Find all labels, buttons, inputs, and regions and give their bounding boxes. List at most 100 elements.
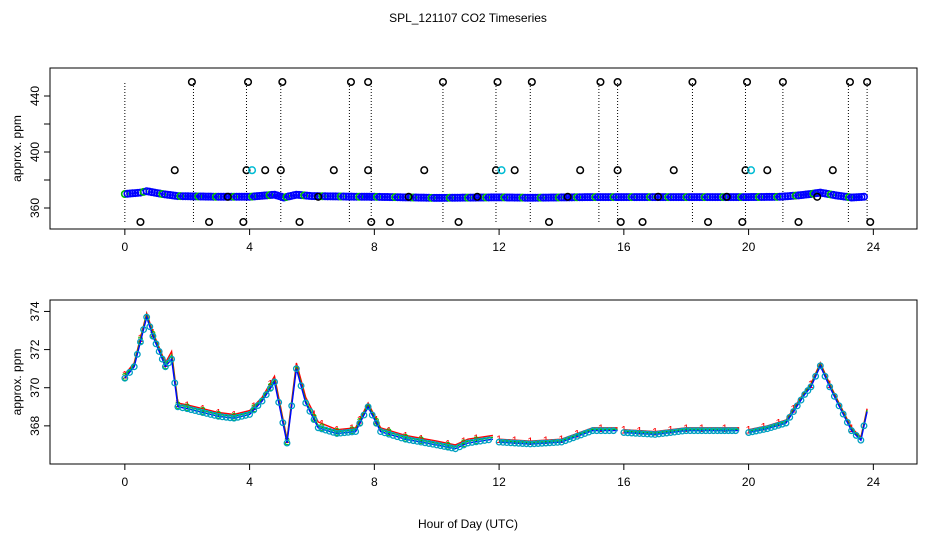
series-marker-3 <box>254 402 262 409</box>
baseline-point <box>372 192 381 201</box>
cyan-point <box>746 166 756 175</box>
series-marker-3 <box>179 404 186 412</box>
baseline-point <box>591 193 600 202</box>
series-marker-3 <box>377 428 385 436</box>
series-marker-3 <box>860 422 868 430</box>
outlier-point <box>136 217 145 227</box>
series-marker-3 <box>171 379 179 387</box>
series-marker-3 <box>674 428 682 436</box>
baseline-point <box>672 193 681 202</box>
outlier-point <box>813 192 822 201</box>
series-marker-3 <box>561 437 569 445</box>
y-tick-label: 400 <box>28 142 42 162</box>
series-marker-3 <box>752 427 760 435</box>
x-tick-label: 8 <box>371 240 378 254</box>
baseline-point <box>456 193 465 202</box>
baseline-point <box>211 192 220 201</box>
baseline-point <box>669 193 678 202</box>
series-marker-3 <box>266 384 274 392</box>
baseline-point <box>575 193 584 202</box>
series-marker-3 <box>620 429 628 436</box>
series-marker-3 <box>146 323 154 331</box>
series-marker-3 <box>499 438 507 446</box>
baseline-point <box>732 193 741 202</box>
baseline-point <box>586 193 595 202</box>
baseline-point <box>547 193 556 202</box>
baseline-point <box>331 192 340 201</box>
series-marker-1: 1 <box>267 378 273 390</box>
outlier-point <box>688 77 697 87</box>
series-line-3 <box>124 314 494 450</box>
y-tick-label: 360 <box>28 198 42 218</box>
series-marker-3 <box>250 406 258 414</box>
baseline-point <box>773 192 782 201</box>
outlier-point <box>613 77 622 87</box>
baseline-point <box>328 192 337 201</box>
baseline-point <box>214 192 223 201</box>
series-marker-3 <box>593 427 601 435</box>
baseline-point <box>526 193 535 202</box>
series-marker-3 <box>526 440 534 448</box>
outlier-point <box>778 77 787 87</box>
series-marker-3 <box>713 427 721 435</box>
series-marker-3 <box>632 429 639 437</box>
baseline-point <box>385 193 394 202</box>
outlier-point <box>223 192 232 201</box>
baseline-point <box>196 192 205 201</box>
series-marker-3 <box>140 326 148 334</box>
baseline-point <box>422 193 431 202</box>
series-marker-2: 2 <box>445 440 451 452</box>
series-marker-3 <box>344 428 352 436</box>
baseline-point <box>612 193 621 202</box>
baseline-point <box>508 193 517 202</box>
baseline-point <box>534 193 543 202</box>
baseline-point <box>614 193 623 202</box>
baseline-point <box>347 192 356 201</box>
series-marker-3 <box>558 438 565 446</box>
series-marker-3 <box>143 313 151 321</box>
baseline-point <box>677 193 686 202</box>
y-axis-label: approx. ppm <box>10 349 24 416</box>
baseline-point <box>685 193 694 202</box>
baseline-point <box>601 193 610 202</box>
baseline-point <box>417 193 426 202</box>
baseline-point <box>510 193 519 202</box>
series-marker-3 <box>786 413 794 421</box>
series-marker-3 <box>569 434 577 442</box>
baseline-point <box>344 192 353 201</box>
baseline-point <box>201 192 210 201</box>
baseline-point <box>645 193 654 202</box>
series-marker-3 <box>643 430 651 438</box>
outlier-point <box>404 192 413 201</box>
series-marker-3 <box>848 427 855 435</box>
y-tick-label: 372 <box>28 339 42 359</box>
baseline-point <box>627 193 636 202</box>
baseline-point <box>682 193 691 202</box>
baseline-point <box>859 192 868 201</box>
series-marker-3 <box>554 438 562 446</box>
outlier-point <box>243 77 253 87</box>
series-marker-3 <box>852 431 860 439</box>
series-marker-3 <box>425 440 433 447</box>
baseline-point <box>310 192 319 201</box>
y-tick-label: 370 <box>28 377 42 397</box>
baseline-point <box>757 192 766 201</box>
series-marker-3 <box>356 419 364 427</box>
series-marker-3 <box>839 410 847 418</box>
outlier-point <box>385 217 394 227</box>
x-tick-label: 16 <box>617 240 631 254</box>
outlier-point <box>544 217 554 227</box>
baseline-point <box>334 192 343 201</box>
series-marker-3 <box>405 436 413 444</box>
series-marker-3 <box>724 427 732 435</box>
series-marker-3 <box>690 427 698 435</box>
series-marker-3 <box>393 433 401 441</box>
series-marker-3 <box>702 427 710 435</box>
series-marker-3 <box>333 430 341 437</box>
series-marker-3 <box>191 407 199 415</box>
series-marker-3 <box>385 430 393 438</box>
baseline-point <box>767 192 776 201</box>
series-marker-3 <box>230 414 238 422</box>
